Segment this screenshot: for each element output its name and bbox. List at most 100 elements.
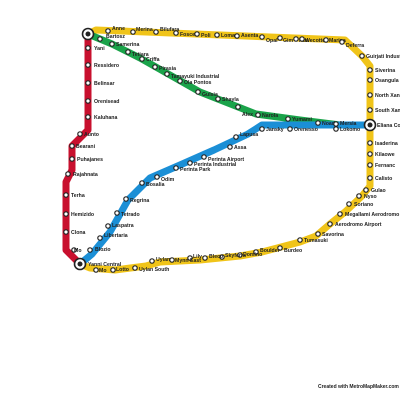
- station-clona[interactable]: Clona: [63, 229, 86, 236]
- station-skyferra[interactable]: Skyferra: [219, 253, 246, 260]
- station-blozio[interactable]: Blozio: [87, 247, 111, 253]
- station-odim[interactable]: Odim: [154, 174, 175, 183]
- station-yani[interactable]: Yani: [85, 45, 105, 52]
- station-asenta[interactable]: Asenta: [234, 33, 259, 39]
- station-terha[interactable]: Terha: [63, 192, 85, 199]
- station-deferra[interactable]: Deferra: [339, 39, 364, 49]
- station-label: Yumami: [292, 117, 312, 123]
- station-mo-west[interactable]: Mo: [71, 247, 82, 254]
- station-bartosz[interactable]: Bartosz: [97, 34, 126, 42]
- station-gulao[interactable]: Gulao: [363, 187, 386, 194]
- station-label: Kilaowe: [375, 152, 395, 158]
- station-ola-pontos[interactable]: Ola Pontos: [177, 78, 212, 86]
- station-burdeo[interactable]: Burdeo: [277, 245, 302, 254]
- station-bearani[interactable]: Bearani: [69, 143, 96, 150]
- station-soriano[interactable]: Soriano: [346, 201, 374, 208]
- station-belinsar[interactable]: Belinsar: [85, 80, 115, 87]
- station-aerodromo[interactable]: Aerodromo Airport: [327, 221, 382, 228]
- station-perinta-industrial[interactable]: Perinta Industrial: [187, 160, 237, 168]
- hub-yanni-north[interactable]: [81, 27, 95, 41]
- station-siverina[interactable]: Siverina: [367, 67, 396, 74]
- station-fosce[interactable]: Fosce: [173, 30, 195, 38]
- station-isaderina[interactable]: Isaderina: [367, 140, 398, 147]
- station-wecotte[interactable]: Wecotte: [299, 36, 325, 44]
- station-label: Belinsar: [94, 81, 114, 87]
- station-savorina[interactable]: Savorina: [315, 231, 344, 238]
- station-libertaria[interactable]: Libertaria: [97, 233, 128, 241]
- station-perinta-park[interactable]: Perinta Park: [173, 165, 211, 173]
- station-jansky[interactable]: Jansky: [259, 126, 284, 133]
- station-opal[interactable]: Opal: [259, 34, 278, 44]
- station-uylan[interactable]: Uylan: [149, 257, 170, 264]
- station-marina[interactable]: Marina: [323, 37, 346, 44]
- station-label: Nyso: [364, 194, 377, 200]
- station-fernanc[interactable]: Fernanc: [367, 162, 395, 169]
- station-orenisead[interactable]: Orenisead: [85, 98, 120, 105]
- station-yumami[interactable]: Yumami: [285, 116, 313, 123]
- station-hemizido[interactable]: Hemizido: [63, 211, 94, 218]
- station-gulsia[interactable]: Gulsia: [195, 89, 218, 98]
- station-tetrado[interactable]: Tetrado: [114, 210, 140, 218]
- station-mo[interactable]: Mo: [93, 267, 107, 274]
- station-samerina[interactable]: Samerina: [109, 41, 140, 48]
- station-ressidero[interactable]: Ressidero: [85, 62, 119, 69]
- station-guirjati[interactable]: Guirjati Industrial: [359, 53, 400, 60]
- station-puhajanes[interactable]: Puhajanes: [69, 156, 103, 163]
- station-anne[interactable]: Anne: [105, 26, 125, 34]
- station-noad[interactable]: Noad: [315, 120, 335, 127]
- station-kilaowe[interactable]: Kilaowe: [367, 151, 395, 158]
- station-label: Orenesso: [294, 127, 318, 133]
- station-label: Pirasia: [159, 66, 176, 72]
- station-domino[interactable]: Domino: [237, 252, 263, 258]
- station-label: Aerodromo Airport: [335, 222, 382, 228]
- station-regrina[interactable]: Regrina: [123, 196, 150, 204]
- station-gim[interactable]: Gim: [277, 35, 294, 44]
- station-laspatra[interactable]: Laspatra: [105, 223, 134, 229]
- station-mynn-east[interactable]: Lily: [187, 254, 202, 261]
- station-label: Isaderina: [375, 141, 398, 147]
- station-aunto[interactable]: Aunto: [77, 131, 99, 138]
- station-loma[interactable]: Loma: [214, 32, 235, 39]
- station-tetiara[interactable]: Tetiara: [125, 49, 149, 58]
- hub-eliana-cove[interactable]: [363, 118, 377, 132]
- station-megallami[interactable]: Megallami Aerodromo: [337, 211, 399, 218]
- station-merina[interactable]: Merina: [130, 27, 153, 35]
- station-lapusa[interactable]: Lapusa: [233, 132, 258, 140]
- station-orenesso[interactable]: Orenesso: [287, 126, 318, 133]
- station-bosalia[interactable]: Bosalia: [139, 180, 165, 188]
- station-assa[interactable]: Assa: [227, 144, 247, 151]
- station-tumasuki[interactable]: Tumasuki: [297, 237, 329, 244]
- station-nyso[interactable]: Nyso: [356, 193, 377, 200]
- station-lokomo[interactable]: Lokomo: [333, 126, 360, 133]
- station-shayla[interactable]: Shayla: [215, 96, 239, 103]
- hub-yanni-central[interactable]: [73, 257, 87, 271]
- station-kaluhana[interactable]: Kaluhana: [85, 114, 118, 121]
- station-alex[interactable]: Alex: [235, 104, 253, 118]
- station-osangula[interactable]: Osangula: [367, 77, 399, 84]
- station-label: Uylan South: [139, 267, 169, 273]
- station-south-xana[interactable]: South Xana: [367, 107, 400, 114]
- station-label: Asenta: [241, 33, 258, 39]
- station-pirasia[interactable]: Pirasia: [152, 64, 176, 72]
- station-lotto[interactable]: Lotto: [110, 267, 129, 273]
- station-label: Laspatra: [112, 223, 134, 229]
- station-tamayuki[interactable]: Tamayuki Industrial: [164, 71, 220, 80]
- station-label: Bartosz: [106, 34, 125, 40]
- station-label: Lapusa: [240, 132, 258, 138]
- station-north-xana[interactable]: North Xana: [367, 92, 400, 99]
- station-uylan-south[interactable]: Uylan South: [132, 265, 169, 273]
- station-label: Bleco: [209, 254, 223, 260]
- station-mynn[interactable]: Mynn East: [169, 257, 201, 264]
- station-label: Mo: [74, 248, 82, 254]
- station-perinta-airport[interactable]: Perinta Airport: [201, 154, 245, 163]
- station-bilufara[interactable]: Bilufara: [153, 27, 180, 35]
- station-narola[interactable]: Narola: [255, 112, 278, 119]
- station-label-yanni-central: Yanni Central: [88, 262, 122, 268]
- station-calisto[interactable]: Calisto: [367, 175, 392, 182]
- station-criffa[interactable]: Criffa: [139, 56, 160, 63]
- station-boulder[interactable]: Boulder: [253, 248, 280, 255]
- station-label: Loma: [221, 33, 235, 39]
- station-rajahnata[interactable]: Rajahnata: [65, 171, 98, 178]
- station-poli[interactable]: Poli: [194, 31, 211, 39]
- station-bleco[interactable]: Bleco: [202, 254, 223, 261]
